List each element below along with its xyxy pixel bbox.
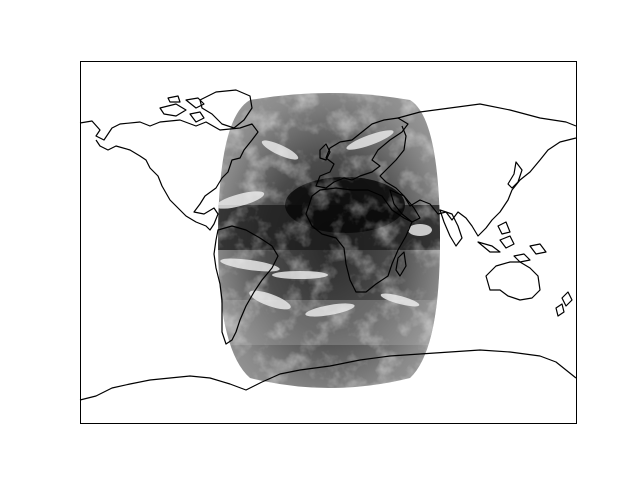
- coastline-india: [439, 209, 463, 247]
- coastline-antarctica: [79, 349, 577, 401]
- coastline-japan: [507, 161, 523, 189]
- coastline-greenland: [199, 89, 253, 129]
- map-frame: [80, 61, 577, 424]
- coastline-north-america: [79, 119, 259, 231]
- coastline-arabia: [389, 189, 421, 223]
- coastline-arctic-islands: [159, 95, 205, 123]
- coastline-asia: [379, 103, 577, 237]
- coastline-british-isles: [319, 143, 331, 161]
- coastline-indonesia: [477, 221, 547, 263]
- coastline-europe: [315, 117, 409, 189]
- coastline-south-america: [213, 225, 279, 345]
- coastline-new-zealand: [555, 291, 573, 317]
- coastline-africa: [305, 187, 413, 293]
- coastlines: [79, 89, 577, 401]
- satellite-image: [218, 93, 440, 388]
- coastline-madagascar: [395, 251, 407, 277]
- coastline-australia: [485, 261, 541, 301]
